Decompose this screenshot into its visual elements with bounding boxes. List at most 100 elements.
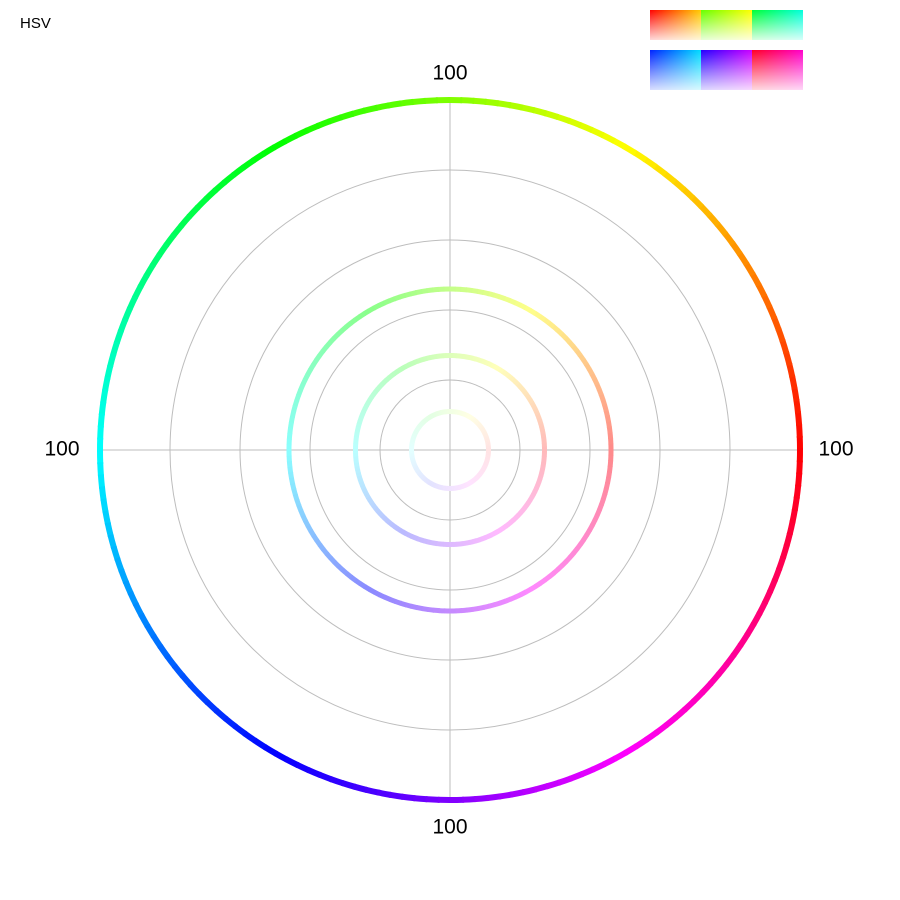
ring-segment [543,110,560,120]
ring-segment [524,501,531,508]
ring-segment [473,476,478,482]
ring-segment [481,466,487,471]
ring-segment [374,102,390,111]
ring-segment [321,547,330,556]
ring-segment [340,567,349,576]
ring-segment [584,528,593,537]
ring-segment [302,373,311,382]
ring-segment [789,508,798,524]
ring-segment [305,524,314,533]
ring-segment [486,793,501,802]
ring-segment [475,537,481,544]
ring-segment [469,539,474,545]
ring-segment [131,284,144,300]
ring-segment [379,380,387,387]
ring-segment [143,262,156,279]
ring-segment [535,481,542,487]
ring-segment [761,589,774,605]
ring-segment [468,355,474,361]
ring-segment [472,605,480,612]
ring-segment [603,482,611,490]
ring-segment [425,416,430,421]
ring-segment [421,606,429,613]
ring-segment [344,571,354,580]
ring-segment [384,375,391,382]
ring-segment [662,170,677,185]
ring-segment [560,559,569,568]
ring-segment [508,375,515,382]
ring-segment [373,589,382,598]
ring-segment [524,586,533,595]
ring-segment [482,463,489,467]
ring-segment [97,425,104,440]
ring-segment [339,110,355,121]
ring-segment [389,371,396,378]
ring-segment [387,373,394,380]
ring-segment [271,138,288,151]
ring-segment [498,294,506,302]
grid-circle [169,169,731,731]
ring-segment [407,361,413,368]
ring-segment [425,479,431,485]
ring-segment [766,304,778,321]
ring-segment [511,515,518,523]
ring-segment [796,460,803,475]
ring-segment [327,114,343,125]
ring-segment [611,137,627,150]
ring-segment [586,367,595,376]
ring-segment [484,533,490,540]
ring-segment [393,294,402,302]
ring-segment [296,504,304,513]
ring-segment [474,356,480,363]
ring-segment [529,492,536,499]
ring-segment [113,329,124,345]
ring-segment [420,537,426,544]
ring-segment [478,536,484,543]
ring-segment [390,522,397,529]
ring-segment [750,611,763,627]
ring-segment [353,433,360,438]
ring-segment [331,332,340,341]
ring-segment [242,730,258,744]
ring-segment [144,623,157,639]
ring-segment [513,513,521,520]
ring-segment [538,422,545,428]
ring-segment [114,557,125,573]
ring-segment [400,793,416,802]
ring-segment [430,413,435,419]
ring-segment [107,533,117,550]
ring-segment [262,744,279,757]
ring-segment [606,426,613,434]
ring-segment [416,536,423,543]
ring-segment [539,465,546,471]
ring-segment [373,506,380,513]
ring-segment [477,423,483,428]
ring-segment [524,392,531,399]
ring-segment [463,411,467,418]
ring-segment [102,510,111,526]
ring-segment [540,432,547,438]
ring-segment [178,213,193,229]
ring-segment [479,425,484,430]
axis-label: 100 [818,438,853,461]
ring-segment [602,755,618,768]
ring-segment [401,529,408,536]
ring-segment [515,382,523,389]
ring-segment [591,761,607,773]
ring-segment [722,231,736,247]
ring-segment [577,353,586,362]
ring-segment [487,532,493,539]
ring-segment [469,479,474,485]
ring-segment [367,395,374,402]
ring-segment [118,568,129,584]
ring-segment [355,472,362,478]
ring-segment [486,361,493,368]
ring-segment [551,324,560,333]
ring-segment [394,598,402,606]
ring-segment [252,737,268,751]
ring-segment [294,394,302,402]
ring-segment [411,97,426,106]
ring-segment [642,156,658,170]
ring-segment [466,481,471,487]
